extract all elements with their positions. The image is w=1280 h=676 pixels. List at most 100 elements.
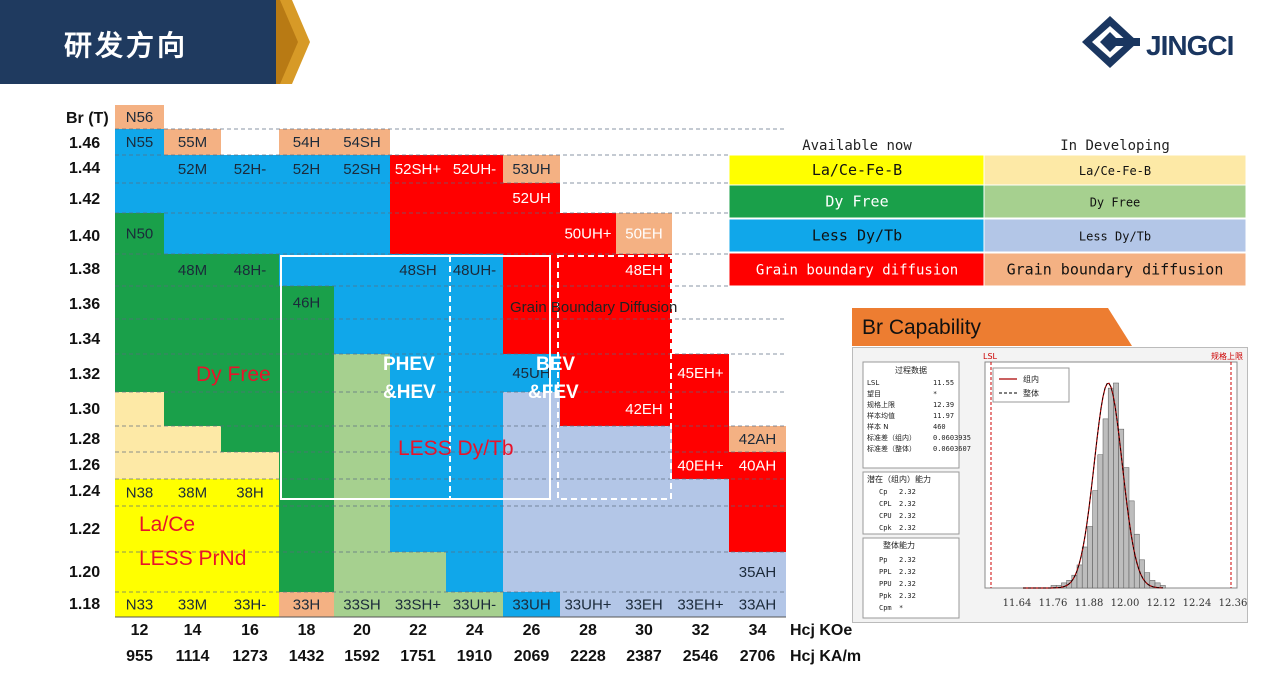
page-title: 研发方向 bbox=[64, 29, 189, 62]
grade-cell bbox=[390, 392, 446, 426]
legend-label-dev: La/Ce-Fe-B bbox=[1079, 164, 1151, 178]
grade-label: 52UH bbox=[512, 190, 550, 207]
grade-cell bbox=[334, 392, 390, 426]
grade-cell bbox=[390, 286, 446, 319]
phev-box bbox=[280, 255, 551, 500]
grade-cell bbox=[560, 506, 616, 552]
grade-cell bbox=[729, 479, 786, 506]
overall-label: PPU bbox=[879, 580, 892, 588]
grade-label: 33SH bbox=[343, 597, 381, 614]
grade-cell bbox=[334, 213, 390, 254]
grade-cell bbox=[164, 155, 221, 183]
grade-cell bbox=[446, 592, 503, 617]
legend-label-dev: Less Dy/Tb bbox=[1079, 230, 1151, 244]
grade-cell bbox=[729, 506, 786, 552]
grade-cell bbox=[221, 552, 279, 592]
grade-cell bbox=[279, 506, 334, 552]
x-tick-koe: 20 bbox=[353, 622, 371, 639]
grade-cell bbox=[279, 286, 334, 319]
grade-cell bbox=[446, 155, 503, 183]
grade-cell bbox=[390, 155, 446, 183]
capability-chart: LSL 规格上限 过程数据 LSL 11.55 望目 * 规格上限 12.39 样本均值 11.97… bbox=[852, 347, 1248, 623]
hist-bar bbox=[1087, 526, 1093, 589]
annotation-bev: BEV bbox=[536, 354, 575, 375]
grade-cell bbox=[164, 426, 221, 452]
y-tick: 1.46 bbox=[69, 135, 100, 152]
process-value: * bbox=[933, 390, 937, 398]
grade-label: 50UH+ bbox=[564, 226, 611, 243]
x-tick-ka: 1432 bbox=[289, 648, 325, 665]
grade-cell bbox=[221, 506, 279, 552]
potential-value: 2.32 bbox=[899, 512, 916, 520]
grade-cell bbox=[279, 155, 334, 183]
y-axis-title: Br (T) bbox=[66, 110, 109, 127]
grade-cell bbox=[672, 354, 729, 392]
grade-cell bbox=[115, 213, 164, 254]
grade-cell bbox=[616, 506, 672, 552]
grade-label: 42EH bbox=[625, 401, 663, 418]
x-tick-ka: 2228 bbox=[570, 648, 606, 665]
hist-bar bbox=[1097, 454, 1104, 589]
grade-cell bbox=[503, 155, 560, 183]
grade-label: 52UH- bbox=[453, 161, 496, 178]
color-legend: Available now In Developing La/Ce-Fe-B La/C… bbox=[728, 138, 1247, 287]
grade-cell bbox=[115, 426, 164, 452]
axes: Br (T) 1.46 1.44 1.42 1.40 1.38 1.36 1.34 1.32 1.… bbox=[66, 110, 861, 665]
overall-title: 整体能力 bbox=[883, 540, 915, 550]
grade-cell bbox=[164, 354, 221, 392]
grade-cell bbox=[560, 213, 616, 254]
x-tick-koe: 12 bbox=[131, 622, 149, 639]
normal-curve-overall bbox=[1023, 382, 1164, 589]
annotation-less-dy: LESS Dy/Tb bbox=[398, 437, 514, 460]
x-tick-koe: 24 bbox=[466, 622, 484, 639]
annotation-lace: La/Ce bbox=[139, 513, 195, 536]
usl-tag-left: LSL bbox=[983, 352, 998, 361]
grade-cell bbox=[115, 129, 164, 155]
hist-x-tick: 12.24 bbox=[1183, 598, 1212, 609]
grade-label: 38M bbox=[178, 485, 207, 502]
hist-bar bbox=[1102, 418, 1109, 589]
hist-bar bbox=[1092, 490, 1099, 589]
annotation-phev: PHEV bbox=[383, 354, 435, 375]
grade-cell bbox=[334, 254, 390, 286]
x-tick-ka: 2387 bbox=[626, 648, 662, 665]
overall-value: 2.32 bbox=[899, 592, 916, 600]
grade-cell bbox=[164, 183, 221, 213]
grade-cell bbox=[672, 592, 729, 617]
y-tick: 1.38 bbox=[69, 261, 100, 278]
grade-cell bbox=[503, 479, 560, 506]
x-tick-koe: 32 bbox=[692, 622, 710, 639]
grade-cell bbox=[390, 213, 446, 254]
usl-tag: 规格上限 bbox=[1211, 351, 1243, 361]
grade-label: 53UH bbox=[512, 161, 550, 178]
potential-box bbox=[862, 471, 960, 535]
grade-cell bbox=[503, 592, 560, 617]
grade-cell bbox=[221, 452, 279, 479]
legend-swatch-now bbox=[728, 154, 985, 186]
x-tick-ka: 1273 bbox=[232, 648, 268, 665]
y-tick: 1.24 bbox=[69, 483, 100, 500]
grade-cell bbox=[446, 506, 503, 552]
grade-cell bbox=[115, 452, 164, 479]
grade-cell bbox=[334, 286, 390, 319]
x-axis-title-koe: Hcj KOe bbox=[790, 622, 852, 639]
overall-value: 2.32 bbox=[899, 580, 916, 588]
x-tick-koe: 30 bbox=[635, 622, 653, 639]
legend-label-now: Less Dy/Tb bbox=[812, 227, 902, 245]
y-tick: 1.34 bbox=[69, 331, 100, 348]
grade-cell bbox=[729, 426, 786, 452]
grade-cell bbox=[446, 552, 503, 592]
annotation-fev: &FEV bbox=[528, 382, 579, 403]
process-label: LSL bbox=[867, 379, 879, 387]
title-banner bbox=[0, 0, 276, 84]
capability-title-box bbox=[852, 308, 1132, 346]
grade-cell bbox=[334, 552, 390, 592]
process-label: 样本 N bbox=[867, 422, 888, 431]
grade-cell bbox=[279, 452, 334, 479]
y-tick: 1.32 bbox=[69, 366, 100, 383]
process-value: 460 bbox=[933, 423, 946, 431]
grade-cell bbox=[616, 392, 672, 426]
potential-value: 2.32 bbox=[899, 500, 916, 508]
grade-cell bbox=[334, 129, 390, 155]
